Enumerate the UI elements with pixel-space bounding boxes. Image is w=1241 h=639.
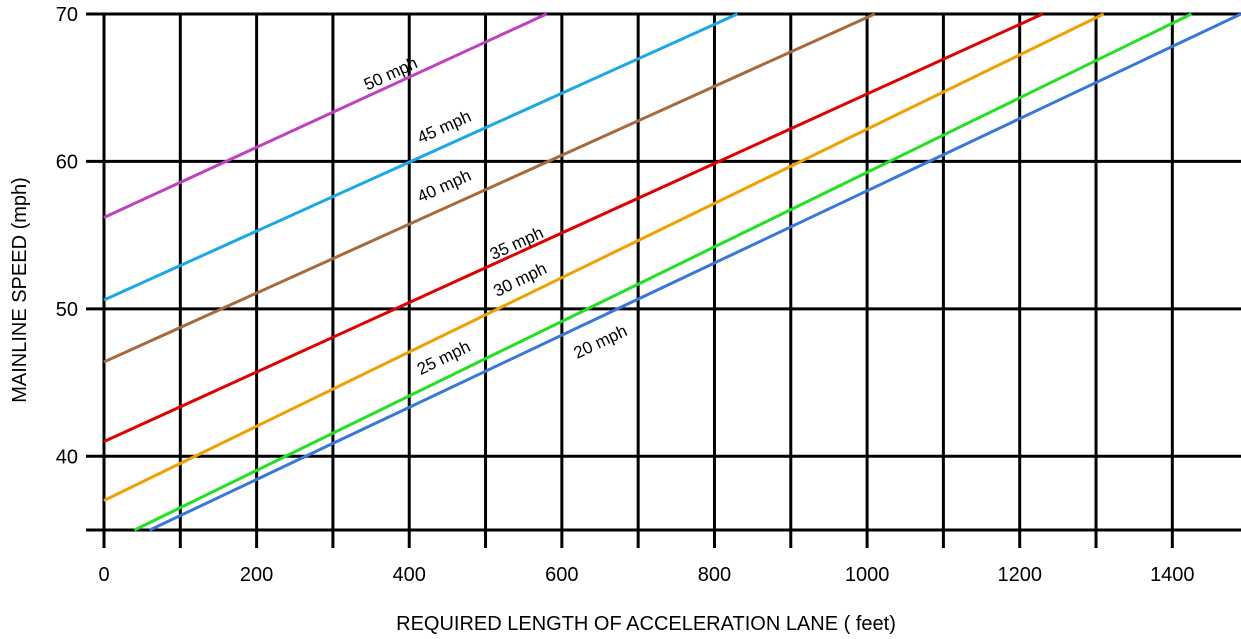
series-line [103, 12, 738, 302]
y-tick-label: 70 [56, 4, 78, 26]
series-label: 45 mph [415, 107, 474, 148]
x-tick-labels: 0 200 400 600 800 1000 1200 1400 [98, 564, 1194, 586]
grid [86, 12, 1241, 548]
x-tick-label: 0 [98, 564, 109, 586]
x-tick-label: 800 [698, 564, 731, 586]
y-tick-labels: 40 50 60 70 [56, 4, 78, 468]
series-line [103, 12, 548, 219]
x-tick-label: 1000 [845, 564, 890, 586]
y-tick-label: 40 [56, 446, 78, 468]
series-line [149, 12, 1241, 532]
series-line [133, 12, 1193, 532]
series-label: 50 mph [361, 53, 420, 94]
series-lines [103, 12, 1241, 532]
x-axis-title: REQUIRED LENGTH OF ACCELERATION LANE ( f… [396, 613, 896, 635]
y-axis-title: MAINLINE SPEED (mph) [9, 177, 31, 403]
series-line [103, 12, 1105, 502]
series-label: 35 mph [487, 223, 546, 264]
x-tick-label: 600 [545, 564, 578, 586]
y-tick-label: 50 [56, 299, 78, 321]
x-tick-label: 1400 [1150, 564, 1195, 586]
x-tick-label: 1200 [997, 564, 1042, 586]
y-tick-label: 60 [56, 151, 78, 173]
x-tick-label: 200 [240, 564, 273, 586]
series-label: 30 mph [490, 259, 549, 301]
series-line [103, 12, 1044, 443]
series-line [103, 12, 876, 364]
series-label: 25 mph [414, 337, 473, 379]
x-tick-label: 400 [393, 564, 426, 586]
